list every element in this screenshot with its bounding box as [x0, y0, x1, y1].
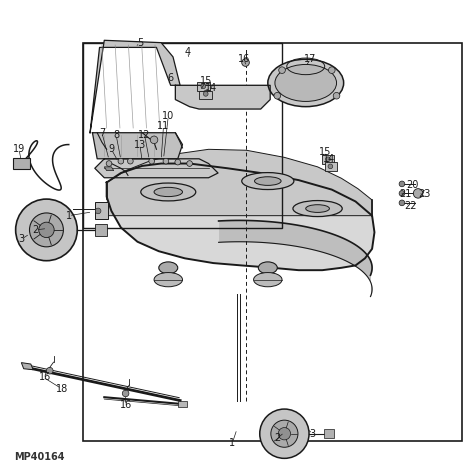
- Bar: [95, 202, 108, 219]
- Bar: [95, 224, 107, 236]
- Circle shape: [95, 208, 101, 214]
- Ellipse shape: [254, 273, 282, 287]
- Circle shape: [122, 390, 129, 397]
- Text: 22: 22: [404, 201, 416, 211]
- Ellipse shape: [258, 262, 277, 274]
- Circle shape: [39, 222, 54, 237]
- Text: 14: 14: [205, 82, 217, 93]
- Circle shape: [128, 158, 133, 164]
- Bar: [178, 401, 187, 407]
- Text: 21: 21: [399, 189, 411, 200]
- Circle shape: [399, 181, 405, 187]
- Circle shape: [333, 92, 340, 99]
- Bar: [325, 162, 337, 171]
- Text: 20: 20: [406, 180, 419, 190]
- Ellipse shape: [255, 177, 281, 185]
- Circle shape: [118, 158, 124, 164]
- Text: 6: 6: [168, 73, 173, 83]
- Text: 2: 2: [274, 433, 281, 444]
- Polygon shape: [95, 159, 218, 178]
- Circle shape: [175, 159, 181, 165]
- Circle shape: [278, 428, 291, 440]
- Ellipse shape: [268, 59, 344, 107]
- Text: 3: 3: [18, 234, 24, 245]
- Circle shape: [106, 161, 112, 166]
- Text: 17: 17: [304, 54, 317, 64]
- Polygon shape: [104, 167, 114, 171]
- Polygon shape: [21, 363, 33, 370]
- Circle shape: [187, 161, 192, 166]
- Bar: [197, 82, 210, 91]
- Bar: [324, 429, 334, 438]
- Bar: [83, 43, 462, 441]
- Text: 1: 1: [229, 438, 235, 448]
- Ellipse shape: [141, 183, 196, 201]
- Circle shape: [203, 91, 208, 96]
- Polygon shape: [107, 164, 374, 270]
- Text: 1: 1: [66, 210, 72, 221]
- Polygon shape: [92, 133, 182, 159]
- Circle shape: [163, 158, 169, 164]
- Text: 9: 9: [109, 144, 114, 155]
- Circle shape: [16, 199, 77, 261]
- Ellipse shape: [306, 205, 329, 212]
- Text: 16: 16: [39, 372, 51, 382]
- Text: 15: 15: [319, 146, 331, 157]
- Text: MP40164: MP40164: [14, 452, 65, 462]
- Text: 10: 10: [162, 111, 174, 121]
- Ellipse shape: [159, 262, 178, 274]
- Text: 14: 14: [323, 154, 336, 164]
- Text: 4: 4: [184, 47, 190, 57]
- Ellipse shape: [275, 64, 337, 101]
- Text: 16: 16: [238, 54, 250, 64]
- Text: 16: 16: [119, 400, 132, 410]
- Ellipse shape: [293, 201, 342, 217]
- Circle shape: [328, 67, 335, 73]
- Ellipse shape: [154, 273, 182, 287]
- Bar: [199, 91, 212, 99]
- Text: 18: 18: [55, 383, 68, 394]
- Text: 8: 8: [113, 130, 119, 140]
- Circle shape: [29, 213, 64, 247]
- Circle shape: [413, 189, 423, 198]
- Text: 7: 7: [99, 128, 105, 138]
- Circle shape: [328, 164, 333, 169]
- Text: 2: 2: [32, 225, 39, 235]
- Circle shape: [242, 59, 249, 66]
- Circle shape: [201, 84, 206, 89]
- Polygon shape: [90, 40, 180, 133]
- Bar: [13, 158, 30, 169]
- Polygon shape: [107, 149, 372, 216]
- Circle shape: [260, 409, 309, 458]
- Circle shape: [46, 367, 53, 374]
- Circle shape: [150, 136, 158, 144]
- Text: 11: 11: [157, 120, 170, 131]
- Circle shape: [399, 200, 405, 206]
- Circle shape: [271, 420, 298, 447]
- Polygon shape: [175, 85, 270, 109]
- Bar: [322, 155, 334, 164]
- Circle shape: [279, 67, 285, 73]
- Text: 15: 15: [200, 75, 212, 86]
- Ellipse shape: [154, 187, 182, 197]
- Text: 5: 5: [137, 37, 143, 48]
- Text: 13: 13: [134, 139, 146, 150]
- Circle shape: [326, 157, 330, 162]
- Ellipse shape: [242, 173, 294, 190]
- Circle shape: [399, 191, 405, 196]
- Text: 3: 3: [310, 428, 316, 439]
- Text: 12: 12: [138, 130, 151, 140]
- Bar: [83, 43, 282, 228]
- Text: 19: 19: [13, 144, 25, 155]
- Circle shape: [149, 158, 155, 164]
- Text: 23: 23: [418, 189, 430, 200]
- Circle shape: [274, 92, 281, 99]
